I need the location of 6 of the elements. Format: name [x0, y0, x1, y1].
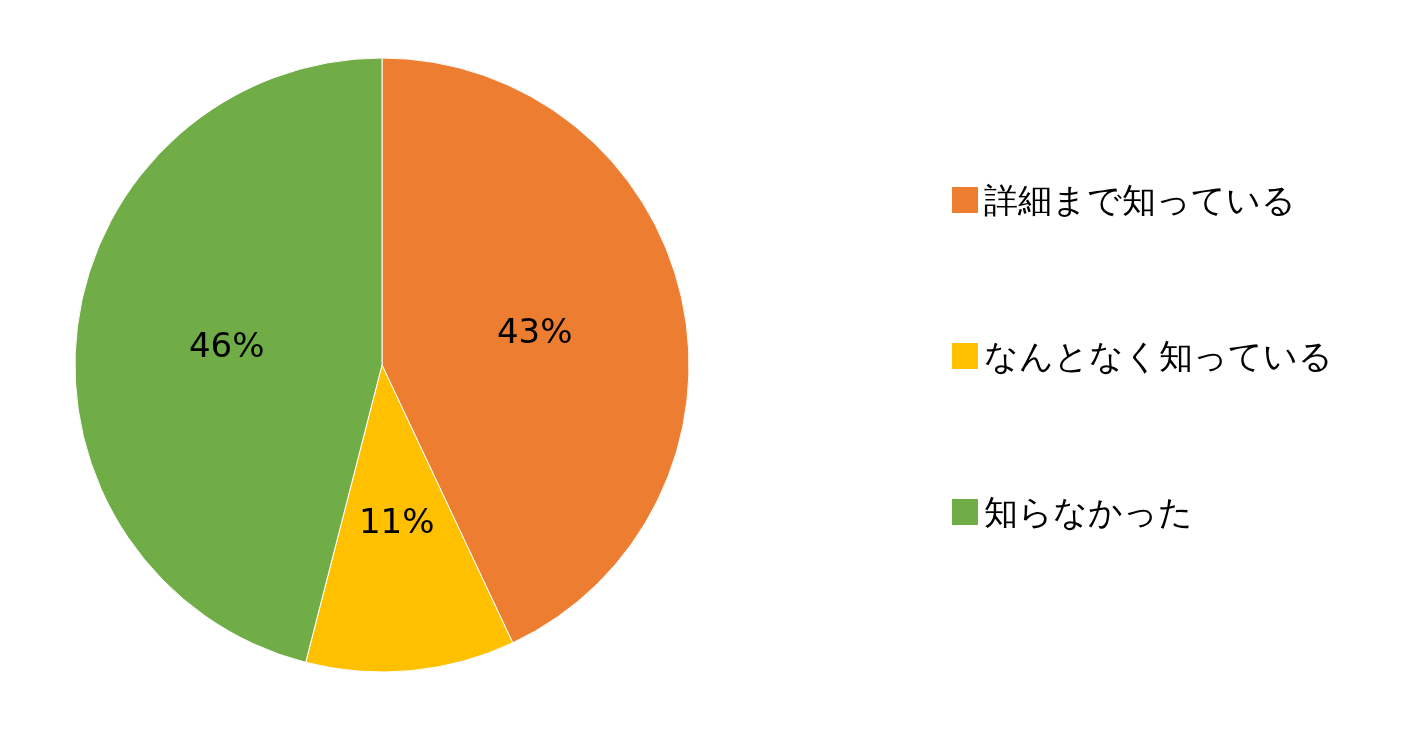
legend-label: 詳細まで知っている [984, 180, 1296, 220]
data-label: 46% [188, 325, 265, 366]
legend-label: なんとなく知っている [984, 336, 1333, 376]
legend-label: 知らなかった [984, 492, 1193, 532]
data-label: 43% [496, 310, 573, 351]
data-label: 11% [358, 500, 435, 541]
